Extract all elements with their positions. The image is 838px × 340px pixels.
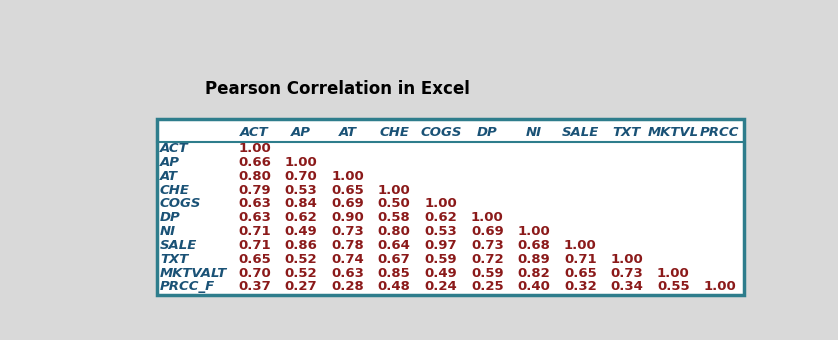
Text: 0.27: 0.27: [285, 280, 318, 293]
Text: 0.40: 0.40: [517, 280, 551, 293]
Text: 1.00: 1.00: [517, 225, 551, 238]
Text: PRCC: PRCC: [700, 126, 740, 139]
Text: 0.68: 0.68: [517, 239, 551, 252]
Text: 0.53: 0.53: [285, 184, 318, 197]
Text: 0.79: 0.79: [238, 184, 271, 197]
Text: 0.62: 0.62: [424, 211, 457, 224]
Text: 1.00: 1.00: [285, 156, 318, 169]
Text: 0.58: 0.58: [378, 211, 411, 224]
Text: SALE: SALE: [160, 239, 197, 252]
Text: 1.00: 1.00: [424, 198, 457, 210]
Text: 0.73: 0.73: [331, 225, 364, 238]
Text: ACT: ACT: [160, 142, 189, 155]
Text: 0.82: 0.82: [517, 267, 551, 279]
Text: PRCC_F: PRCC_F: [160, 280, 215, 293]
Text: 1.00: 1.00: [564, 239, 597, 252]
Text: COGS: COGS: [420, 126, 462, 139]
Text: 1.00: 1.00: [657, 267, 690, 279]
Text: AT: AT: [339, 126, 357, 139]
Text: 0.64: 0.64: [378, 239, 411, 252]
Text: 0.65: 0.65: [331, 184, 364, 197]
Text: 1.00: 1.00: [238, 142, 271, 155]
Text: 1.00: 1.00: [610, 253, 644, 266]
Text: 0.80: 0.80: [378, 225, 411, 238]
Text: 0.80: 0.80: [238, 170, 271, 183]
Text: AP: AP: [160, 156, 180, 169]
Text: 0.89: 0.89: [517, 253, 551, 266]
Text: 0.48: 0.48: [378, 280, 411, 293]
Text: 0.37: 0.37: [238, 280, 271, 293]
Text: 0.71: 0.71: [564, 253, 597, 266]
Text: 0.59: 0.59: [424, 253, 457, 266]
Text: 1.00: 1.00: [331, 170, 364, 183]
Text: 0.52: 0.52: [285, 253, 318, 266]
Text: 0.28: 0.28: [331, 280, 364, 293]
Text: TXT: TXT: [160, 253, 189, 266]
Text: 0.65: 0.65: [564, 267, 597, 279]
Text: 0.66: 0.66: [238, 156, 271, 169]
Text: 0.70: 0.70: [285, 170, 318, 183]
Text: MKTVALT: MKTVALT: [160, 267, 227, 279]
Text: 0.78: 0.78: [331, 239, 364, 252]
Text: DP: DP: [160, 211, 181, 224]
Text: 0.69: 0.69: [471, 225, 504, 238]
Text: CHE: CHE: [160, 184, 190, 197]
Text: 0.50: 0.50: [378, 198, 411, 210]
Text: 0.74: 0.74: [331, 253, 364, 266]
Text: 1.00: 1.00: [378, 184, 411, 197]
Text: AP: AP: [291, 126, 311, 139]
Text: 0.63: 0.63: [238, 211, 271, 224]
Text: Pearson Correlation in Excel: Pearson Correlation in Excel: [205, 80, 470, 98]
Text: 0.70: 0.70: [238, 267, 271, 279]
Text: 0.72: 0.72: [471, 253, 504, 266]
Text: AT: AT: [160, 170, 178, 183]
Text: 0.85: 0.85: [378, 267, 411, 279]
Text: 0.63: 0.63: [331, 267, 365, 279]
Text: 1.00: 1.00: [471, 211, 504, 224]
Text: 0.49: 0.49: [285, 225, 318, 238]
Text: 0.71: 0.71: [238, 225, 271, 238]
Text: TXT: TXT: [613, 126, 641, 139]
Text: 0.55: 0.55: [657, 280, 690, 293]
Text: 0.49: 0.49: [424, 267, 457, 279]
Text: NI: NI: [525, 126, 542, 139]
FancyBboxPatch shape: [157, 119, 744, 295]
Text: 0.53: 0.53: [424, 225, 457, 238]
Text: 1.00: 1.00: [704, 280, 737, 293]
Text: 0.24: 0.24: [424, 280, 457, 293]
Text: 0.25: 0.25: [471, 280, 504, 293]
Text: 0.86: 0.86: [285, 239, 318, 252]
Text: 0.84: 0.84: [285, 198, 318, 210]
Text: CHE: CHE: [380, 126, 409, 139]
Text: SALE: SALE: [561, 126, 599, 139]
Text: NI: NI: [160, 225, 176, 238]
Text: 0.73: 0.73: [610, 267, 644, 279]
Text: 0.67: 0.67: [378, 253, 411, 266]
Text: ACT: ACT: [241, 126, 269, 139]
Text: 0.59: 0.59: [471, 267, 504, 279]
Text: 0.73: 0.73: [471, 239, 504, 252]
Text: COGS: COGS: [160, 198, 201, 210]
Text: 0.32: 0.32: [564, 280, 597, 293]
Text: 0.71: 0.71: [238, 239, 271, 252]
Text: 0.34: 0.34: [610, 280, 644, 293]
Text: 0.62: 0.62: [285, 211, 318, 224]
Text: MKTVL: MKTVL: [648, 126, 699, 139]
Text: 0.63: 0.63: [238, 198, 271, 210]
Text: 0.97: 0.97: [424, 239, 457, 252]
Text: 0.52: 0.52: [285, 267, 318, 279]
Text: 0.65: 0.65: [238, 253, 271, 266]
Text: DP: DP: [477, 126, 498, 139]
Text: 0.69: 0.69: [331, 198, 364, 210]
Text: 0.90: 0.90: [331, 211, 364, 224]
